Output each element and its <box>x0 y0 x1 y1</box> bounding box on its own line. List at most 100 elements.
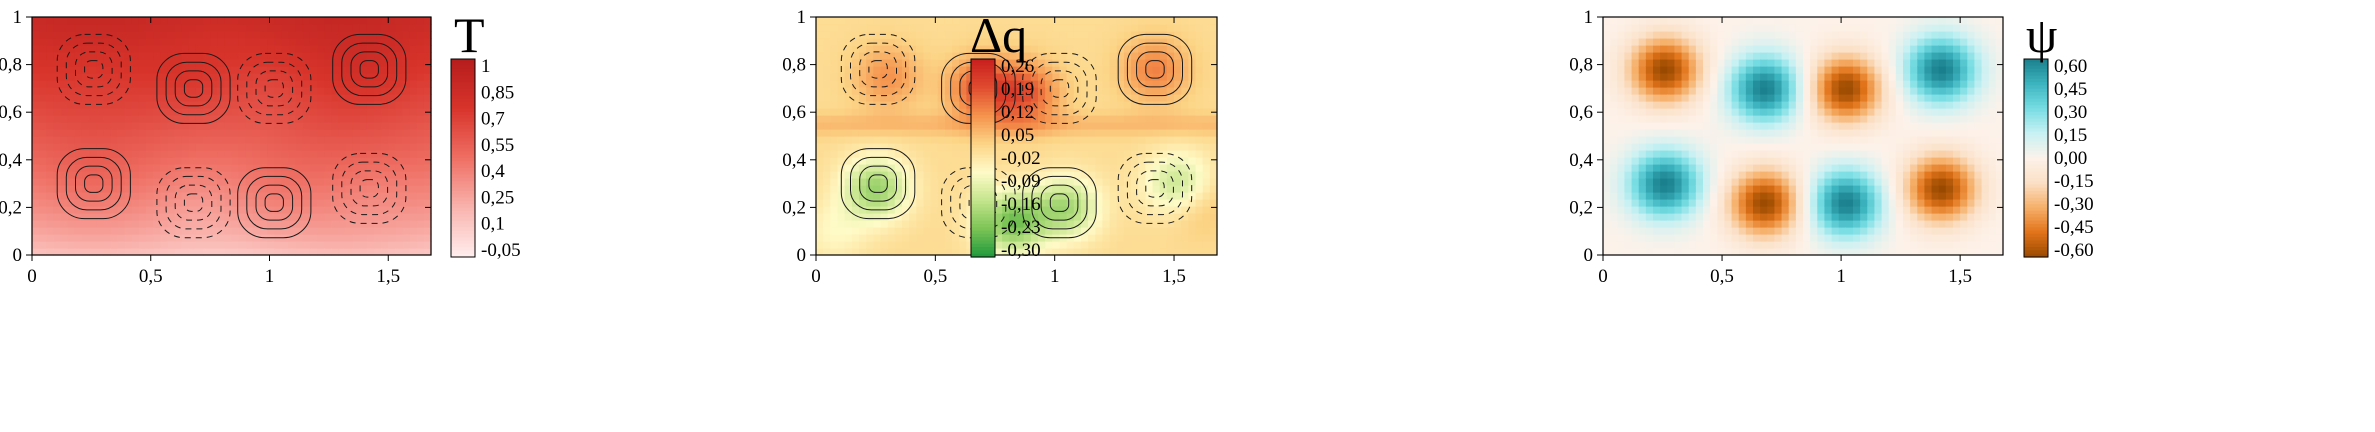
heatmap-cell <box>416 143 425 151</box>
heatmap-cell <box>1695 178 1704 186</box>
heatmap-cell <box>238 80 247 88</box>
heatmap-cell <box>1788 178 1797 186</box>
colorbar-swatch <box>971 197 995 202</box>
heatmap-cell <box>1037 87 1046 95</box>
heatmap-cell <box>1760 80 1768 88</box>
heatmap-cell <box>1116 17 1125 25</box>
heatmap-cell <box>830 157 839 165</box>
heatmap-cell <box>1645 66 1654 74</box>
heatmap-cell <box>388 248 396 256</box>
heatmap-cell <box>1166 115 1175 123</box>
heatmap-cell <box>366 164 375 172</box>
heatmap-cell <box>402 206 411 214</box>
heatmap-cell <box>359 38 368 46</box>
heatmap-cell <box>959 45 967 53</box>
heatmap-cell <box>1767 24 1776 32</box>
heatmap-cell <box>1045 213 1053 221</box>
heatmap-cell <box>1788 94 1797 102</box>
heatmap-cell <box>1166 66 1175 74</box>
heatmap-cell <box>1080 241 1089 249</box>
colorbar-swatch <box>451 98 475 103</box>
heatmap-cell <box>966 17 975 25</box>
heatmap-cell <box>1724 108 1733 116</box>
heatmap-cell <box>74 66 83 74</box>
heatmap-cell <box>1753 38 1761 46</box>
heatmap-cell <box>1037 241 1046 249</box>
heatmap-cell <box>1138 213 1146 221</box>
heatmap-cell <box>309 101 318 109</box>
heatmap-cell <box>1123 248 1132 256</box>
heatmap-cell <box>1717 199 1726 207</box>
heatmap-cell <box>816 136 824 144</box>
heatmap-cell <box>1695 73 1704 81</box>
heatmap-cell <box>1731 73 1740 81</box>
heatmap-cell <box>1030 227 1039 235</box>
heatmap-cell <box>60 122 69 130</box>
heatmap-cell <box>894 227 903 235</box>
heatmap-cell <box>295 234 304 242</box>
colorbar-swatch <box>451 101 475 106</box>
heatmap-cell <box>1710 192 1718 200</box>
heatmap-cell <box>1703 213 1711 221</box>
heatmap-cell <box>1159 171 1168 179</box>
heatmap-cell <box>1624 115 1633 123</box>
heatmap-cell <box>60 73 69 81</box>
colorbar-tick-label: 0,12 <box>1001 102 1034 123</box>
heatmap-cell <box>416 213 425 221</box>
heatmap-cell <box>281 108 290 116</box>
heatmap-cell <box>103 66 111 74</box>
heatmap-cell <box>1760 185 1768 193</box>
heatmap-cell <box>1681 87 1690 95</box>
heatmap-cell <box>295 52 304 60</box>
heatmap-cell <box>1037 171 1046 179</box>
heatmap-cell <box>1674 80 1683 88</box>
heatmap-cell <box>844 150 853 158</box>
heatmap-cell <box>53 31 62 39</box>
heatmap-cell <box>1202 101 1211 109</box>
colorbar-swatch <box>451 171 475 176</box>
heatmap-cell <box>1202 31 1211 39</box>
heatmap-cell <box>39 157 47 165</box>
heatmap-cell <box>1767 178 1776 186</box>
heatmap-cell <box>816 101 824 109</box>
heatmap-cell <box>937 66 946 74</box>
heatmap-cell <box>167 248 176 256</box>
colorbar-tick-label: -0,09 <box>1001 171 1041 192</box>
heatmap-cell <box>1645 122 1654 130</box>
heatmap-cell <box>1088 143 1096 151</box>
colorbar-tick-label: 0,4 <box>481 161 505 182</box>
heatmap-cell <box>1717 108 1726 116</box>
heatmap-cell <box>923 248 932 256</box>
heatmap-cell <box>1717 206 1726 214</box>
heatmap-cell <box>1760 115 1768 123</box>
heatmap-cell <box>937 185 946 193</box>
heatmap-cell <box>174 213 183 221</box>
colorbar-swatch <box>971 167 995 172</box>
heatmap-cell <box>1603 87 1611 95</box>
heatmap-cell <box>1145 157 1154 165</box>
heatmap-cell <box>1745 45 1754 53</box>
heatmap-cell <box>1174 136 1182 144</box>
heatmap-cell <box>39 129 47 137</box>
heatmap-cell <box>816 45 824 53</box>
heatmap-cell <box>345 178 354 186</box>
heatmap-cell <box>1653 192 1661 200</box>
heatmap-cell <box>1073 115 1082 123</box>
heatmap-cell <box>858 87 867 95</box>
heatmap-cell <box>1202 66 1211 74</box>
heatmap-cell <box>1209 234 1218 242</box>
heatmap-cell <box>359 59 368 67</box>
heatmap-cell <box>823 241 831 249</box>
heatmap-cell <box>309 73 318 81</box>
heatmap-cell <box>81 24 90 32</box>
heatmap-cell <box>231 17 240 25</box>
heatmap-cell <box>1195 178 1204 186</box>
heatmap-cell <box>816 129 824 137</box>
heatmap-cell <box>124 122 133 130</box>
heatmap-cell <box>1123 150 1132 158</box>
heatmap-cell <box>1016 115 1025 123</box>
heatmap-cell <box>1045 66 1053 74</box>
heatmap-cell <box>1738 227 1747 235</box>
heatmap-cell <box>1195 164 1204 172</box>
heatmap-cell <box>1653 164 1661 172</box>
